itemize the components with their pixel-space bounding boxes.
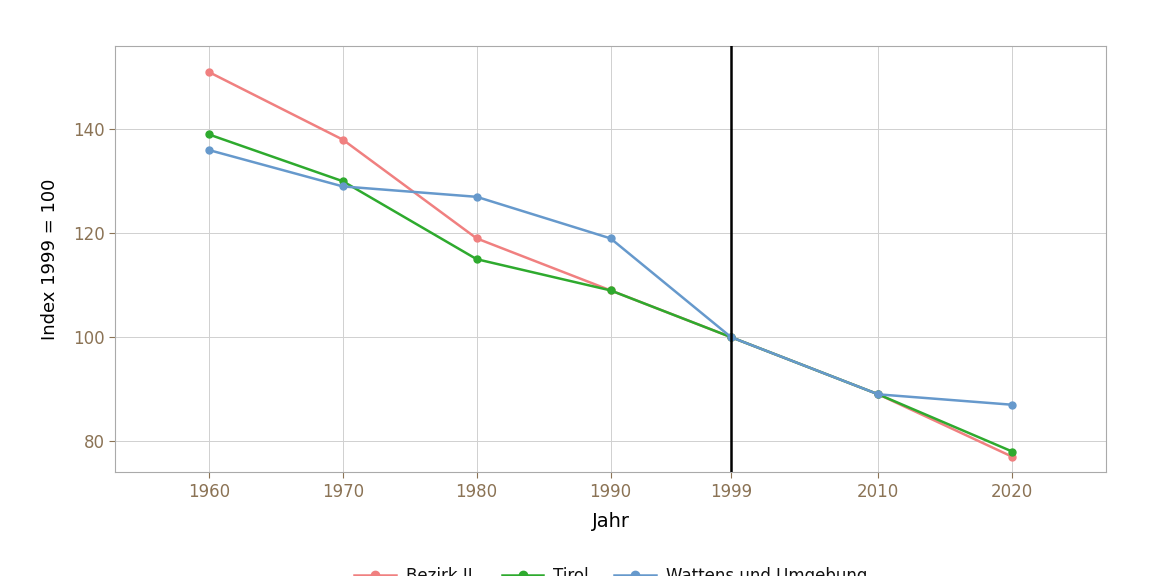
- Y-axis label: Index 1999 = 100: Index 1999 = 100: [41, 179, 59, 340]
- Legend: Bezirk IL, Tirol, Wattens und Umgebung: Bezirk IL, Tirol, Wattens und Umgebung: [348, 560, 873, 576]
- X-axis label: Jahr: Jahr: [592, 512, 629, 531]
